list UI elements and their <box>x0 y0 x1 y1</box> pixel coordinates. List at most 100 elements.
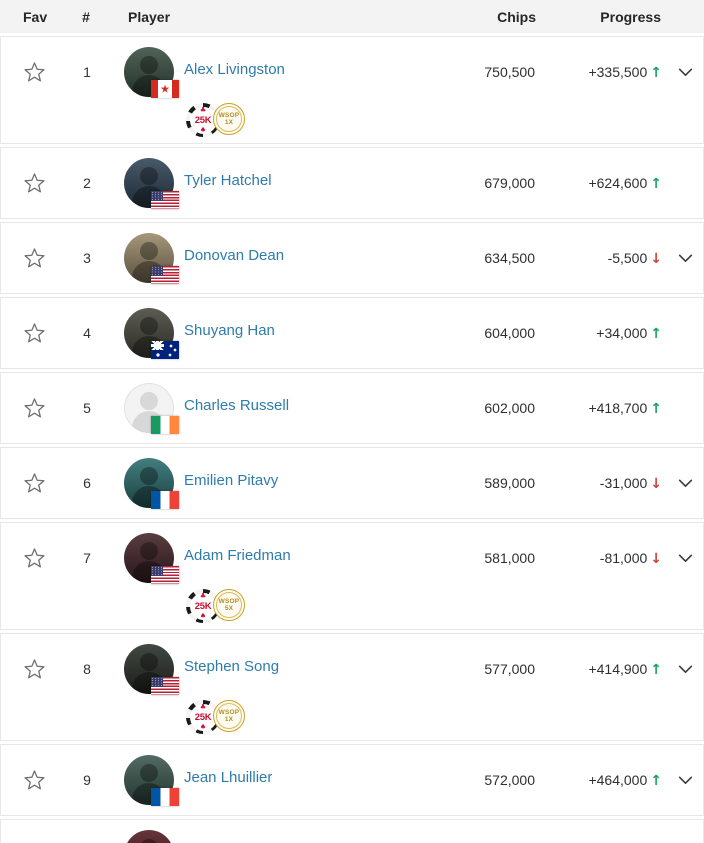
favorite-button[interactable] <box>1 397 67 419</box>
player-rank: 1 <box>83 64 91 80</box>
player-avatar[interactable] <box>124 158 179 209</box>
expand-row-button[interactable] <box>667 37 703 107</box>
name-cell: Adam Friedman <box>181 547 425 569</box>
player-row: 10 Paulo Joanello 547,500 +367,500↑ WSOP… <box>0 819 704 843</box>
player-rank: 6 <box>83 475 91 491</box>
favorite-button[interactable] <box>1 658 67 680</box>
expand-row-button[interactable] <box>667 223 703 293</box>
chip-count: 577,000 <box>484 661 535 677</box>
expand-row-button[interactable] <box>667 634 703 704</box>
expand-row-button[interactable] <box>667 523 703 593</box>
name-cell: Stephen Song <box>181 658 425 680</box>
favorite-button[interactable] <box>1 61 67 83</box>
player-rank: 5 <box>83 400 91 416</box>
avatar-cell <box>107 158 181 209</box>
player-name-link[interactable]: Stephen Song <box>184 658 280 675</box>
country-flag <box>151 677 179 695</box>
chevron-down-icon <box>678 554 692 562</box>
player-name-link[interactable]: Alex Livingston <box>184 61 285 78</box>
star-icon <box>23 473 45 493</box>
header-progress: Progress <box>600 8 661 25</box>
progress-value: +464,000 ↑ <box>535 772 667 789</box>
avatar-cell <box>107 755 181 806</box>
player-avatar[interactable] <box>124 830 174 843</box>
avatar-photo <box>124 830 174 843</box>
player-avatar[interactable] <box>124 644 179 695</box>
country-flag <box>151 191 179 209</box>
progress-number: +34,000 <box>596 324 648 341</box>
progress-number: +418,700 <box>588 399 648 416</box>
player-row: 1 Alex Livingston 750,500 +335,500 ↑ ♣ 25K… <box>0 36 704 144</box>
wsop-bracelet-badge: WSOP 1X <box>213 700 245 732</box>
leaderboard-rows: 1 Alex Livingston 750,500 +335,500 ↑ ♣ 25K… <box>0 36 704 843</box>
player-name-link[interactable]: Jean Lhuillier <box>184 769 273 786</box>
star-icon <box>23 323 45 343</box>
progress-value: +34,000 ↑ <box>535 325 667 342</box>
player-avatar[interactable] <box>124 308 179 359</box>
player-avatar[interactable] <box>124 383 179 434</box>
wsop-bracelet-badge: WSOP 5X <box>213 589 245 621</box>
player-avatar[interactable] <box>124 755 179 806</box>
header-fav: Fav <box>23 8 48 25</box>
player-row: 5 Charles Russell 602,000 +418,700 ↑ <box>0 372 704 444</box>
avatar-cell <box>107 644 181 695</box>
table-header: Fav # Player Chips Progress <box>0 0 704 33</box>
player-name-link[interactable]: Tyler Hatchel <box>184 172 272 189</box>
chip-count: 602,000 <box>484 400 535 416</box>
player-name-link[interactable]: Charles Russell <box>184 397 290 414</box>
chip-count: 750,500 <box>484 64 535 80</box>
name-cell: Alex Livingston <box>181 61 425 83</box>
player-badges: ♣ 25K ♠ WSOP 1X <box>1 700 703 734</box>
name-cell: Tyler Hatchel <box>181 172 425 194</box>
avatar-cell <box>107 830 181 843</box>
favorite-button[interactable] <box>1 172 67 194</box>
player-rank: 2 <box>83 175 91 191</box>
progress-arrow-icon: ↓ <box>650 550 662 567</box>
favorite-button[interactable] <box>1 547 67 569</box>
progress-number: +464,000 <box>588 771 648 788</box>
progress-arrow-icon: ↑ <box>650 175 662 192</box>
progress-value: +414,900 ↑ <box>535 661 667 678</box>
chip-count: 581,000 <box>484 550 535 566</box>
player-avatar[interactable] <box>124 533 179 584</box>
star-icon <box>23 398 45 418</box>
progress-arrow-icon: ↑ <box>650 64 662 81</box>
player-avatar[interactable] <box>124 458 179 509</box>
country-flag <box>151 788 179 806</box>
player-avatar[interactable] <box>124 233 179 284</box>
player-avatar[interactable] <box>124 47 179 98</box>
favorite-button[interactable] <box>1 322 67 344</box>
star-icon <box>23 248 45 268</box>
favorite-button[interactable] <box>1 472 67 494</box>
avatar-cell <box>107 458 181 509</box>
player-name-link[interactable]: Shuyang Han <box>184 322 275 339</box>
name-cell: Emilien Pitavy <box>181 472 425 494</box>
player-name-link[interactable]: Adam Friedman <box>184 547 291 564</box>
star-icon <box>23 548 45 568</box>
expand-row-button[interactable] <box>667 448 703 518</box>
favorite-button[interactable] <box>1 247 67 269</box>
progress-value: +624,600 ↑ <box>535 175 667 192</box>
wsop-bracelet-badge: WSOP 1X <box>213 103 245 135</box>
expand-row-button[interactable] <box>667 745 703 815</box>
expand-row-button[interactable] <box>667 820 703 843</box>
progress-number: +624,600 <box>588 174 648 191</box>
chevron-down-icon <box>678 665 692 673</box>
player-name-link[interactable]: Emilien Pitavy <box>184 472 279 489</box>
chevron-down-icon <box>678 254 692 262</box>
progress-arrow-icon: ↓ <box>650 475 662 492</box>
header-rank: # <box>82 8 90 25</box>
chevron-down-icon <box>678 776 692 784</box>
progress-value: -81,000 ↓ <box>535 550 667 567</box>
player-row: 7 Adam Friedman 581,000 -81,000 ↓ ♣ 25K ♠ WS… <box>0 522 704 630</box>
name-cell: Charles Russell <box>181 397 425 419</box>
favorite-button[interactable] <box>1 769 67 791</box>
player-badges: ♣ 25K ♠ WSOP 5X <box>1 589 703 623</box>
country-flag <box>151 341 179 359</box>
player-row: 3 Donovan Dean 634,500 -5,500 ↓ <box>0 222 704 294</box>
player-row: 2 Tyler Hatchel 679,000 +624,600 ↑ <box>0 147 704 219</box>
name-cell: Shuyang Han <box>181 322 425 344</box>
player-name-link[interactable]: Donovan Dean <box>184 247 285 264</box>
chevron-down-icon <box>678 479 692 487</box>
progress-arrow-icon: ↑ <box>650 400 662 417</box>
